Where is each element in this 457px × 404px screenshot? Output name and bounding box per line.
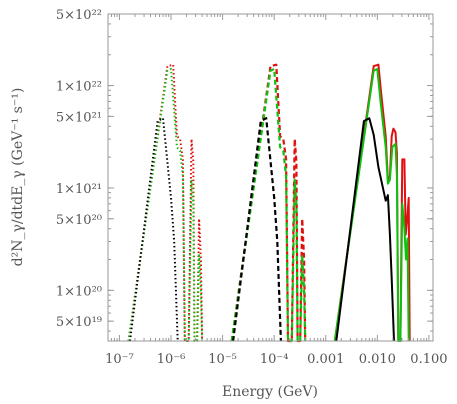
y-tick-label-3: 5×10²⁰ — [56, 213, 102, 228]
series-line-4 — [230, 63, 307, 343]
y-tick-label-1: 5×10¹⁹ — [56, 315, 102, 330]
x-tick-label-2: 10⁻⁶ — [157, 352, 186, 367]
series-line-9 — [335, 117, 395, 342]
axis-tick-labels: 10⁻⁷ 10⁻⁶ 10⁻⁵ 10⁻⁴ 0.001 0.010 0.100 5×10¹⁹ 1×1… — [56, 8, 448, 367]
x-tick-label-5: 0.001 — [307, 352, 344, 367]
x-axis-title: Energy (GeV) — [222, 384, 318, 400]
y-tick-label-4: 1×10²¹ — [56, 182, 102, 197]
x-tick-label-1: 10⁻⁷ — [105, 352, 134, 367]
series-line-3 — [129, 117, 179, 342]
y-axis-title-group: d²N_γ/dtdE_γ (GeV⁻¹ s⁻¹) — [10, 88, 26, 267]
series-line-5 — [230, 67, 307, 343]
x-tick-label-3: 10⁻⁵ — [208, 352, 237, 367]
y-tick-label-2: 1×10²⁰ — [56, 284, 102, 299]
series-line-6 — [232, 117, 282, 342]
y-tick-label-5: 5×10²¹ — [56, 110, 102, 125]
y-tick-label-7: 5×10²² — [56, 8, 102, 23]
y-tick-label-6: 1×10²² — [56, 80, 102, 95]
y-axis-title: d²N_γ/dtdE_γ (GeV⁻¹ s⁻¹) — [10, 88, 26, 267]
series-line-2 — [127, 68, 204, 342]
series-line-8 — [333, 68, 410, 342]
x-tick-label-6: 0.010 — [359, 352, 396, 367]
x-tick-label-4: 10⁻⁴ — [260, 352, 289, 367]
plot-frame — [107, 13, 434, 342]
x-tick-label-7: 0.100 — [410, 352, 447, 367]
plot-area — [127, 63, 411, 343]
axis-ticks — [107, 13, 433, 341]
